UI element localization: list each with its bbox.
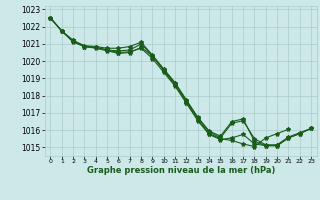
X-axis label: Graphe pression niveau de la mer (hPa): Graphe pression niveau de la mer (hPa)	[87, 166, 275, 175]
